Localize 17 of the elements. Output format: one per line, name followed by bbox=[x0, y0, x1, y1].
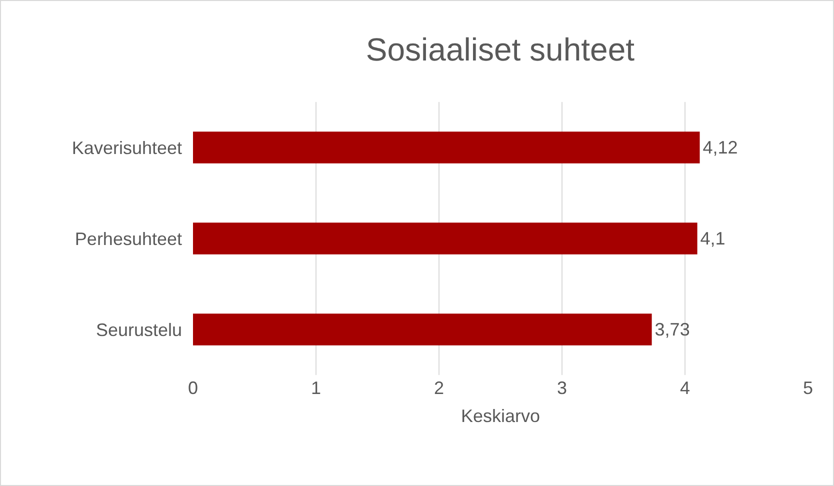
data-label: 4,1 bbox=[700, 228, 726, 248]
x-tick-label: 1 bbox=[310, 378, 322, 398]
chart-title: Sosiaaliset suhteet bbox=[366, 32, 635, 68]
x-tick-label: 5 bbox=[802, 378, 814, 398]
y-tick-label: Perhesuhteet bbox=[74, 228, 182, 249]
bar bbox=[193, 132, 700, 164]
data-label: 3,73 bbox=[654, 320, 690, 340]
x-tick-label: 4 bbox=[680, 378, 690, 398]
y-tick-label: Kaverisuhteet bbox=[72, 138, 182, 158]
x-axis-title: Keskiarvo bbox=[460, 406, 540, 426]
data-label: 4,12 bbox=[702, 138, 738, 158]
bar bbox=[193, 314, 652, 346]
y-tick-label: Seurustelu bbox=[96, 320, 182, 340]
x-tick-label: 3 bbox=[556, 378, 568, 398]
x-tick-label: 0 bbox=[188, 378, 198, 398]
bar bbox=[193, 222, 698, 254]
x-tick-label: 2 bbox=[434, 378, 444, 398]
